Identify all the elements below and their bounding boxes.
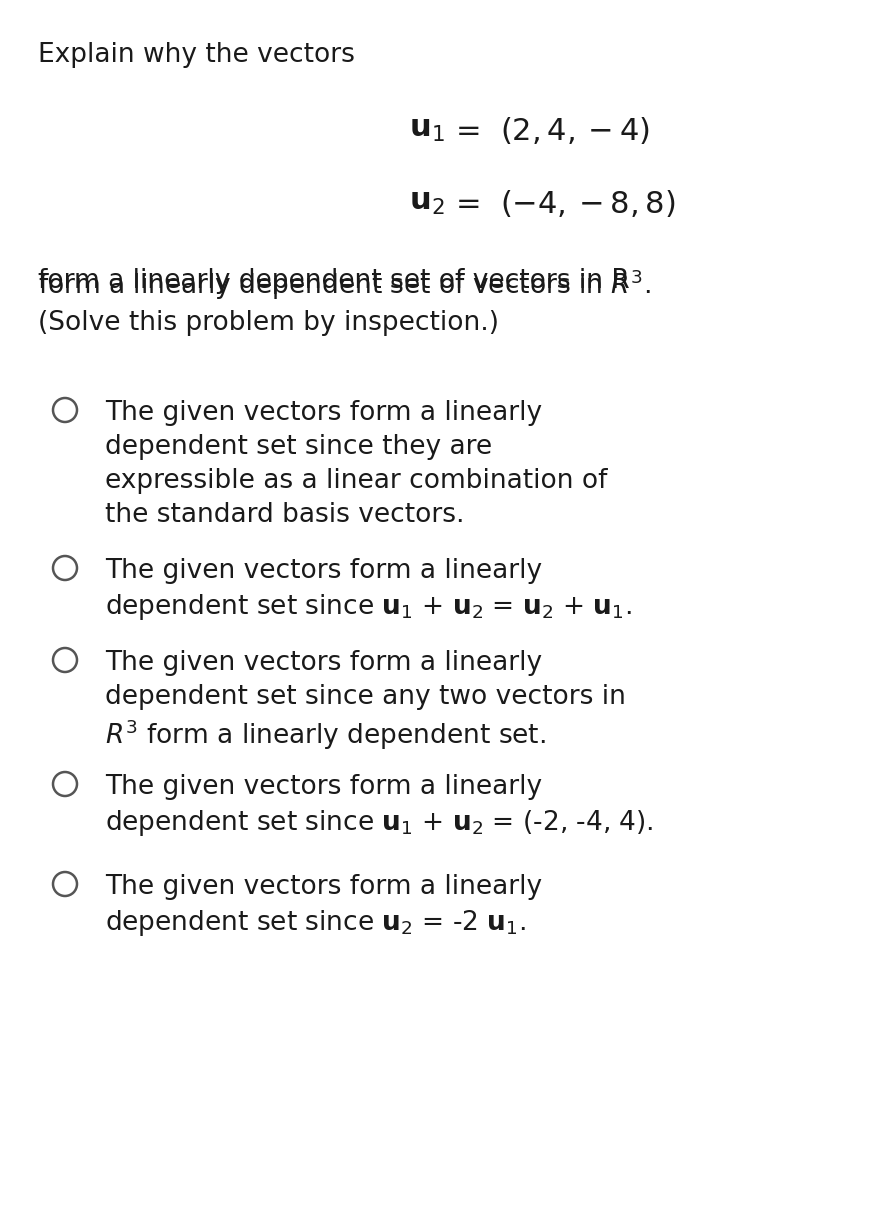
Text: $R^3$ form a linearly dependent set.: $R^3$ form a linearly dependent set.: [105, 718, 546, 752]
Text: dependent set since $\mathbf{u}_2$ = -2 $\mathbf{u}_1$.: dependent set since $\mathbf{u}_2$ = -2 …: [105, 908, 526, 939]
Text: $\mathbf{u}_1$: $\mathbf{u}_1$: [409, 115, 445, 144]
Text: expressible as a linear combination of: expressible as a linear combination of: [105, 467, 608, 494]
Text: (Solve this problem by inspection.): (Solve this problem by inspection.): [38, 310, 499, 335]
Text: The given vectors form a linearly: The given vectors form a linearly: [105, 650, 542, 676]
Text: form a linearly dependent set of vectors in R: form a linearly dependent set of vectors…: [38, 268, 630, 294]
Text: $(2, 4, -4)$: $(2, 4, -4)$: [500, 115, 650, 147]
Text: $=$: $=$: [450, 188, 480, 217]
Text: dependent set since they are: dependent set since they are: [105, 434, 492, 460]
Text: Explain why the vectors: Explain why the vectors: [38, 42, 355, 68]
Text: dependent set since $\mathbf{u}_1$ + $\mathbf{u}_2$ = $\mathbf{u}_2$ + $\mathbf{: dependent set since $\mathbf{u}_1$ + $\m…: [105, 592, 632, 622]
Text: dependent set since $\mathbf{u}_1$ + $\mathbf{u}_2$ = (-2, -4, 4).: dependent set since $\mathbf{u}_1$ + $\m…: [105, 808, 654, 838]
Text: The given vectors form a linearly: The given vectors form a linearly: [105, 874, 542, 900]
Text: the standard basis vectors.: the standard basis vectors.: [105, 503, 464, 528]
Text: dependent set since any two vectors in: dependent set since any two vectors in: [105, 684, 625, 710]
Text: The given vectors form a linearly: The given vectors form a linearly: [105, 774, 542, 800]
Text: The given vectors form a linearly: The given vectors form a linearly: [105, 558, 542, 584]
Text: $(-4, -8, 8)$: $(-4, -8, 8)$: [500, 188, 675, 219]
Text: $\mathbf{u}_2$: $\mathbf{u}_2$: [410, 188, 445, 217]
Text: $=$: $=$: [450, 115, 480, 144]
Text: form a linearly dependent set of vectors in $R^3$.: form a linearly dependent set of vectors…: [38, 268, 651, 303]
Text: The given vectors form a linearly: The given vectors form a linearly: [105, 400, 542, 426]
